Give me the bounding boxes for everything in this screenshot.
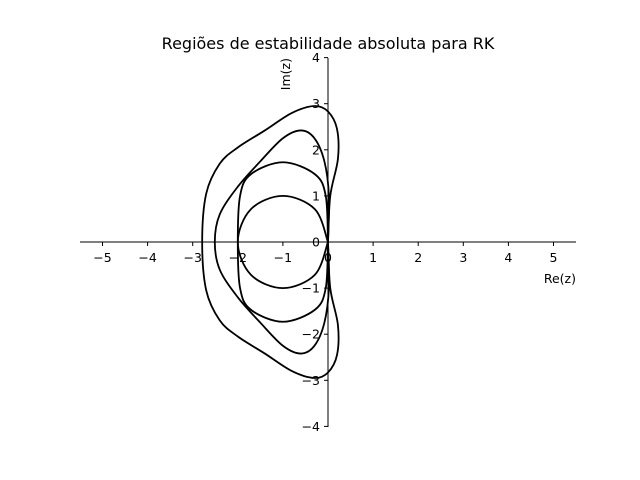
y-tick-label: 2 [312,142,320,157]
y-axis-label: Im(z) [278,58,293,90]
x-axis-label: Re(z) [544,271,576,286]
y-tick-label: 0 [312,235,320,250]
chart-title: Regiões de estabilidade absoluta para RK [162,34,495,53]
x-tick-label: −3 [183,250,201,265]
x-tick-label: 2 [414,250,422,265]
x-tick-label: −4 [138,250,156,265]
x-tick-label: 1 [369,250,377,265]
x-tick-label: −5 [93,250,111,265]
x-tick-label: 4 [504,250,512,265]
x-tick-label: −1 [274,250,292,265]
y-tick-label: −3 [302,373,320,388]
y-ticks-group: −4 −3 −2 −1 0 1 2 3 4 [302,50,328,434]
x-tick-label: 0 [324,250,332,265]
x-tick-label: −2 [229,250,247,265]
x-tick-label: 5 [550,250,558,265]
x-ticks-group: −5 −4 −3 −2 −1 0 1 2 3 4 5 [93,242,557,265]
y-tick-label: 4 [312,50,320,65]
y-tick-label: −2 [302,327,320,342]
x-tick-label: 3 [459,250,467,265]
y-tick-label: −4 [302,419,320,434]
y-tick-label: 3 [312,96,320,111]
y-tick-label: −1 [302,281,320,296]
y-tick-label: 1 [312,188,320,203]
